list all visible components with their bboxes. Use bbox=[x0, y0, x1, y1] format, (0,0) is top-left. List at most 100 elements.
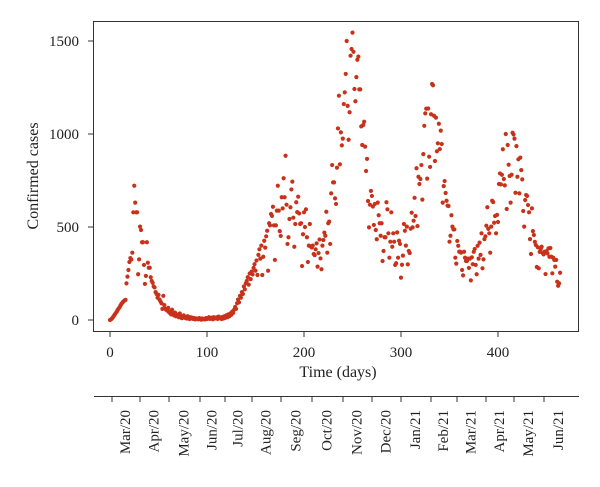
data-point bbox=[338, 130, 343, 135]
data-point bbox=[501, 176, 506, 182]
data-point bbox=[432, 158, 438, 164]
data-point bbox=[548, 245, 553, 251]
data-point bbox=[275, 183, 280, 188]
data-point bbox=[491, 199, 496, 205]
data-point bbox=[528, 251, 534, 257]
data-point bbox=[358, 87, 363, 92]
data-point bbox=[531, 232, 536, 238]
data-point bbox=[318, 256, 323, 261]
data-point bbox=[543, 271, 548, 277]
month-label: Apr/21 bbox=[492, 410, 508, 453]
data-point bbox=[143, 273, 148, 279]
data-point bbox=[302, 224, 308, 230]
plot-border bbox=[93, 21, 579, 332]
data-point bbox=[395, 255, 401, 260]
data-point bbox=[288, 205, 293, 210]
data-point bbox=[427, 154, 432, 159]
data-point bbox=[313, 247, 318, 252]
data-point bbox=[280, 206, 285, 211]
data-point bbox=[371, 222, 376, 228]
data-point bbox=[363, 144, 368, 149]
data-point bbox=[412, 195, 417, 200]
data-point bbox=[476, 256, 481, 261]
data-point bbox=[344, 38, 349, 44]
data-point bbox=[305, 259, 310, 265]
data-point bbox=[145, 260, 150, 265]
data-point bbox=[398, 275, 404, 280]
data-point bbox=[132, 183, 137, 188]
data-point bbox=[334, 165, 340, 170]
data-point bbox=[312, 252, 317, 258]
data-point bbox=[442, 178, 447, 184]
data-point bbox=[278, 233, 283, 239]
data-point bbox=[342, 90, 347, 95]
data-point bbox=[374, 237, 379, 242]
data-point bbox=[486, 226, 491, 231]
data-point bbox=[262, 238, 267, 243]
data-point bbox=[396, 238, 402, 243]
data-point bbox=[246, 282, 251, 287]
data-point bbox=[527, 236, 533, 242]
data-point bbox=[350, 30, 355, 35]
data-point bbox=[323, 233, 328, 238]
y-axis: 0 500 1000 1500 Confirmed cases bbox=[25, 34, 94, 329]
x-axis: 0 100 200 300 400 Time (days) bbox=[106, 331, 509, 381]
data-point bbox=[332, 196, 338, 201]
month-label: Jun/20 bbox=[205, 410, 221, 450]
data-point bbox=[430, 83, 436, 88]
data-point bbox=[456, 243, 461, 248]
data-point bbox=[161, 293, 166, 298]
month-label: Jul/20 bbox=[231, 410, 247, 447]
data-point bbox=[410, 225, 415, 230]
data-point bbox=[400, 253, 406, 258]
data-point bbox=[324, 209, 329, 214]
data-point bbox=[550, 271, 555, 276]
data-point bbox=[426, 106, 431, 111]
data-point bbox=[261, 254, 266, 259]
data-point bbox=[454, 261, 459, 266]
data-point bbox=[388, 239, 393, 244]
data-point bbox=[264, 234, 269, 239]
data-point bbox=[401, 221, 407, 227]
data-point bbox=[238, 295, 244, 300]
data-point bbox=[355, 57, 360, 62]
data-point bbox=[322, 230, 327, 235]
data-point bbox=[299, 263, 305, 269]
data-point bbox=[500, 147, 505, 152]
data-point bbox=[137, 257, 142, 262]
data-point bbox=[329, 191, 334, 196]
data-point bbox=[553, 264, 558, 269]
data-point bbox=[512, 136, 517, 141]
data-point bbox=[242, 287, 247, 292]
data-point bbox=[293, 221, 298, 227]
data-point bbox=[250, 272, 255, 277]
data-point bbox=[468, 278, 473, 283]
data-point bbox=[354, 74, 359, 80]
data-point bbox=[473, 262, 478, 268]
month-axis: Mar/20 Apr/20 May/20 Jun/20 Jul/20 Aug/20 Seg/… bbox=[94, 396, 579, 457]
data-point bbox=[415, 223, 420, 229]
data-point bbox=[301, 210, 307, 215]
data-point bbox=[526, 210, 532, 215]
data-point bbox=[260, 272, 265, 278]
data-point bbox=[317, 237, 322, 242]
data-point bbox=[444, 198, 449, 203]
data-point bbox=[521, 208, 526, 214]
data-point bbox=[244, 278, 249, 284]
data-point bbox=[422, 123, 427, 128]
data-point bbox=[494, 212, 500, 218]
data-point bbox=[351, 49, 356, 54]
data-point bbox=[336, 93, 342, 98]
data-point bbox=[140, 240, 146, 245]
data-point bbox=[402, 228, 407, 233]
data-point bbox=[539, 244, 544, 249]
data-point bbox=[399, 262, 405, 267]
data-point bbox=[460, 273, 466, 278]
data-point bbox=[231, 310, 236, 316]
month-label: Feb/21 bbox=[436, 410, 452, 452]
data-point bbox=[380, 258, 385, 264]
month-label: Aug/20 bbox=[259, 410, 275, 455]
data-point bbox=[141, 262, 147, 268]
data-point bbox=[284, 202, 289, 207]
data-point bbox=[384, 200, 389, 205]
